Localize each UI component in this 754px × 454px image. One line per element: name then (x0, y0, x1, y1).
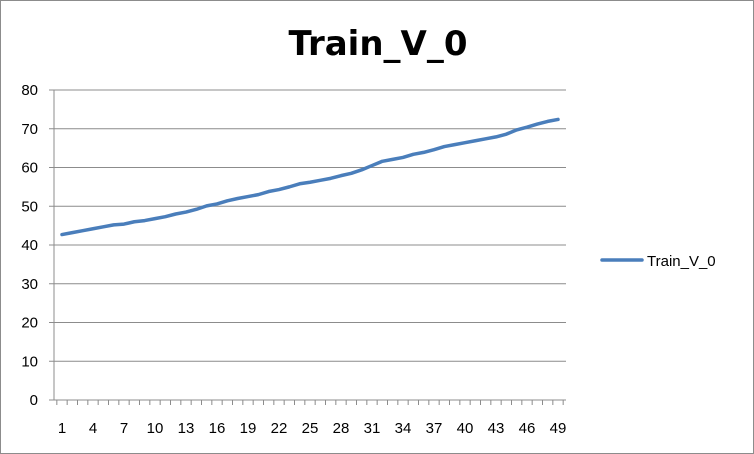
series-lines (60, 117, 560, 237)
x-tick-label: 25 (302, 420, 319, 437)
axes (49, 89, 566, 405)
x-tick-label: 31 (364, 420, 381, 437)
x-axis-ticks: 1 4 7 10 13 16 19 22 25 28 31 34 37 40 43 46 49 (58, 420, 567, 437)
y-axis-ticks: 0 10 20 30 40 50 60 70 80 (21, 82, 38, 409)
x-tick-label: 16 (209, 420, 226, 437)
x-tick-label: 37 (426, 420, 443, 437)
x-tick-label: 10 (147, 420, 164, 437)
x-tick-label: 7 (120, 420, 128, 437)
x-tick-label: 46 (519, 420, 536, 437)
x-tick-label: 40 (457, 420, 474, 437)
x-tick-label: 19 (240, 420, 257, 437)
series-line-Train_V_0 (60, 117, 560, 237)
y-tick-label: 30 (21, 276, 38, 293)
y-tick-label: 80 (21, 82, 38, 99)
x-tick-label: 34 (395, 420, 412, 437)
y-tick-label: 10 (21, 353, 38, 370)
y-tick-label: 70 (21, 121, 38, 138)
y-tick-label: 0 (30, 392, 38, 409)
grid-lines (54, 89, 566, 362)
legend: Train_V_0 (600, 253, 716, 270)
x-tick-label: 28 (333, 420, 350, 437)
chart-title: Train_V_0 (288, 24, 468, 64)
x-tick-label: 22 (271, 420, 288, 437)
x-tick-label: 13 (178, 420, 195, 437)
x-tick-label: 1 (58, 420, 66, 437)
y-tick-label: 50 (21, 198, 38, 215)
y-tick-label: 40 (21, 237, 38, 254)
y-tick-label: 20 (21, 315, 38, 332)
legend-label: Train_V_0 (647, 253, 716, 270)
x-tick-label: 43 (488, 420, 505, 437)
x-tick-label: 49 (550, 420, 567, 437)
x-tick-label: 4 (89, 420, 97, 437)
y-tick-label: 60 (21, 160, 38, 177)
